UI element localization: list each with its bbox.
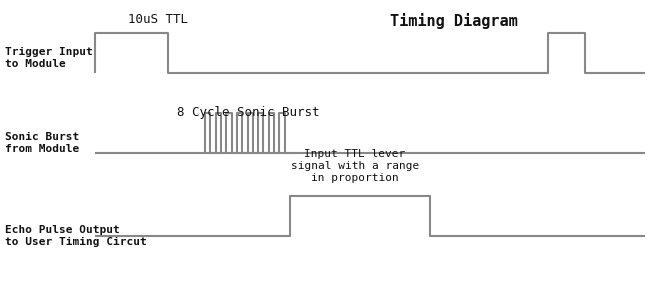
- Text: Trigger Input
to Module: Trigger Input to Module: [5, 47, 93, 69]
- Text: Sonic Burst
from Module: Sonic Burst from Module: [5, 132, 79, 154]
- Text: 8 Cycle Sonic Burst: 8 Cycle Sonic Burst: [177, 106, 319, 119]
- Text: Echo Pulse Output
to User Timing Circut: Echo Pulse Output to User Timing Circut: [5, 225, 147, 247]
- Text: 10uS TTL: 10uS TTL: [128, 13, 188, 26]
- Text: Input TTL lever
signal with a range
in proportion: Input TTL lever signal with a range in p…: [291, 149, 419, 182]
- Text: Timing Diagram: Timing Diagram: [390, 13, 518, 29]
